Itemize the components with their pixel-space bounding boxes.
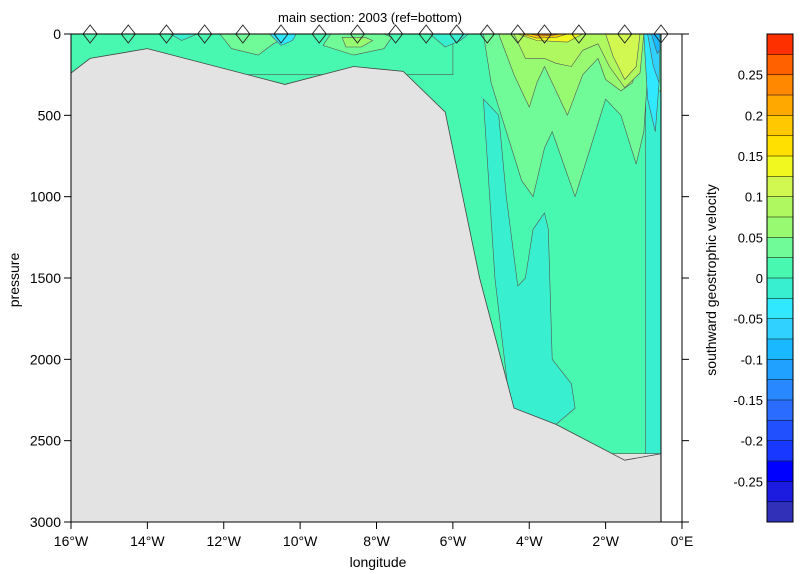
station-marker-15 bbox=[571, 24, 587, 44]
station-marker-1 bbox=[82, 24, 98, 44]
contour-region-shelf-positive-1 bbox=[219, 34, 293, 56]
colorbar-tick-label: 0.15 bbox=[738, 149, 763, 164]
x-tick-label: 10°W bbox=[283, 533, 318, 549]
colorbar-swatch bbox=[767, 74, 793, 96]
station-marker-8 bbox=[349, 24, 365, 44]
colorbar-swatch bbox=[767, 501, 793, 523]
colorbar-swatch bbox=[767, 461, 793, 482]
y-tick-label: 0 bbox=[53, 26, 61, 42]
east-blank bbox=[660, 34, 682, 522]
x-tick-label: 0°E bbox=[671, 533, 694, 549]
colorbar-frame bbox=[766, 33, 794, 523]
colorbar-swatch bbox=[767, 135, 793, 157]
colorbar-swatch bbox=[767, 115, 793, 137]
colorbar-tick-label: -0.15 bbox=[733, 393, 763, 408]
colorbar-tick-label: 0.05 bbox=[738, 230, 763, 245]
colorbar-swatch bbox=[767, 237, 793, 259]
x-tick-label: 16°W bbox=[54, 533, 89, 549]
contour-region-shelf-negative-3 bbox=[429, 34, 469, 48]
colorbar-swatch bbox=[767, 278, 793, 299]
y-tick-label: 2000 bbox=[30, 351, 61, 367]
colorbar-swatch bbox=[767, 318, 793, 340]
station-marker-11 bbox=[449, 24, 465, 44]
station-marker-14 bbox=[536, 24, 553, 44]
contour-region-upper-positive-4 bbox=[605, 34, 641, 80]
station-marker-17 bbox=[653, 24, 669, 44]
station-marker-6 bbox=[273, 24, 289, 44]
colorbar-tick-label: 0.25 bbox=[738, 68, 763, 83]
colorbar-swatch bbox=[767, 196, 793, 218]
x-tick-label: 6°W bbox=[440, 533, 467, 549]
colorbar-swatch bbox=[767, 217, 793, 238]
colorbar-tick-label: 0.2 bbox=[745, 108, 763, 123]
colorbar-label: southward geostrophic velocity bbox=[703, 184, 719, 375]
contour-layer bbox=[71, 34, 682, 522]
colorbar-swatch bbox=[767, 176, 793, 198]
colorbar: 0.25 0.2 0.15 0.1 0.05 0 -0.05 -0.1 -0.15 -0.2 -0.… bbox=[733, 33, 794, 523]
contour-region-shelf-negative-1 bbox=[170, 34, 198, 41]
colorbar-swatch bbox=[767, 420, 793, 442]
chart-title: main section: 2003 (ref=bottom) bbox=[278, 10, 462, 25]
x-tick-label: 4°W bbox=[516, 533, 543, 549]
colorbar-tick-label: -0.05 bbox=[733, 312, 763, 327]
y-tick-label: 3000 bbox=[30, 514, 61, 530]
contour-region-east-negative bbox=[645, 90, 662, 455]
colorbar-swatch bbox=[767, 400, 793, 421]
colorbar-swatch bbox=[767, 481, 793, 503]
station-marker-7 bbox=[311, 24, 327, 44]
colorbar-swatch bbox=[767, 156, 793, 177]
colorbar-swatch bbox=[767, 298, 793, 320]
station-marker-5 bbox=[235, 24, 251, 44]
colorbar-swatch bbox=[767, 54, 793, 76]
colorbar-tick-label: -0.1 bbox=[741, 352, 763, 367]
x-tick-label: 8°W bbox=[363, 533, 390, 549]
station-marker-12 bbox=[479, 24, 495, 44]
colorbar-tick-label: 0.1 bbox=[745, 190, 763, 205]
station-marker-13 bbox=[510, 24, 526, 44]
y-axis: 0 500 1000 1500 2000 2500 3000 bbox=[30, 26, 689, 530]
colorbar-swatch bbox=[767, 339, 793, 360]
y-tick-label: 1500 bbox=[30, 270, 61, 286]
station-marker-10 bbox=[418, 24, 434, 44]
colorbar-tick-label: -0.2 bbox=[741, 434, 763, 449]
station-marker-16 bbox=[617, 24, 633, 44]
y-tick-label: 1000 bbox=[30, 189, 61, 205]
colorbar-swatch bbox=[767, 34, 793, 55]
colorbar-swatch bbox=[767, 379, 793, 401]
colorbar-tick-label: 0 bbox=[756, 271, 763, 286]
x-axis-label: longitude bbox=[350, 554, 407, 570]
x-tick-label: 12°W bbox=[207, 533, 242, 549]
y-tick-label: 2500 bbox=[30, 433, 61, 449]
y-tick-label: 500 bbox=[38, 107, 62, 123]
station-marker-2 bbox=[120, 24, 136, 44]
x-tick-label: 2°W bbox=[592, 533, 619, 549]
station-marker-9 bbox=[388, 24, 404, 44]
colorbar-swatch bbox=[767, 359, 793, 381]
plot-area bbox=[70, 24, 683, 523]
contour-region-shelf-positive-3 bbox=[341, 36, 374, 48]
colorbar-swatch bbox=[767, 95, 793, 116]
y-axis-label: pressure bbox=[6, 253, 22, 308]
x-axis: 16°W 14°W 12°W 10°W 8°W 6°W 4°W 2°W 0°E bbox=[54, 522, 694, 549]
colorbar-swatch bbox=[767, 257, 793, 279]
station-marker-4 bbox=[197, 24, 213, 44]
colorbar-tick-label: -0.25 bbox=[733, 474, 763, 489]
x-tick-label: 14°W bbox=[130, 533, 165, 549]
station-marker-3 bbox=[158, 24, 175, 44]
colorbar-swatch bbox=[767, 440, 793, 462]
